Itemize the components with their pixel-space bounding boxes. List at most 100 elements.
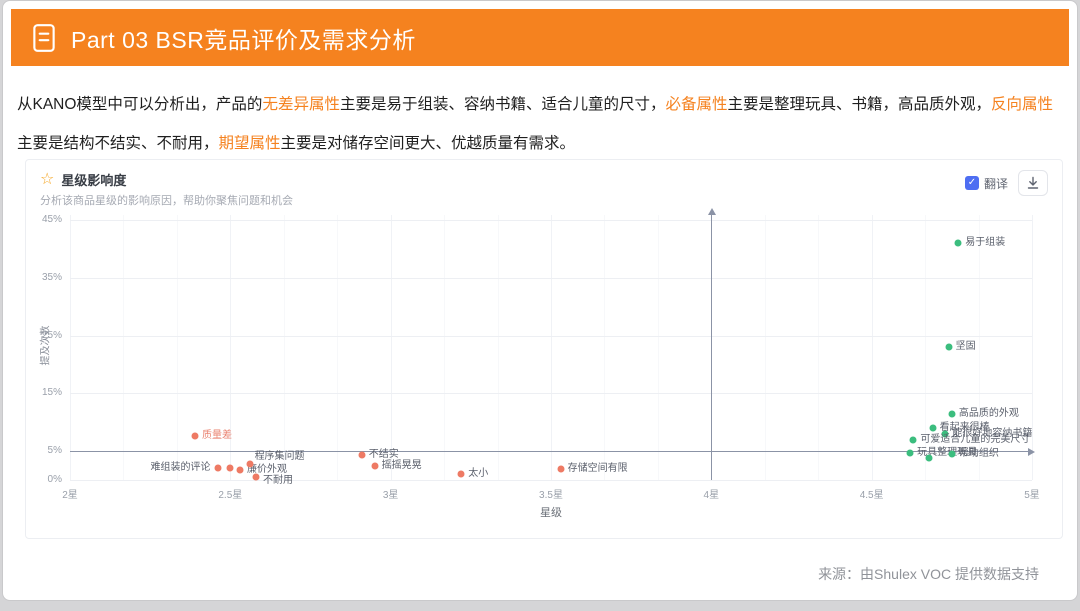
intro-highlight: 反向属性 <box>991 96 1054 113</box>
data-point[interactable] <box>929 424 937 432</box>
data-point[interactable] <box>358 451 366 459</box>
gridline-vertical <box>337 215 339 480</box>
data-point[interactable] <box>226 464 234 472</box>
page-title: Part 03 BSR竞品评价及需求分析 <box>71 26 416 53</box>
gridline-vertical <box>551 215 552 480</box>
chart-title: 星级影响度 <box>61 173 127 188</box>
intro-paragraph: 从KANO模型中可以分析出，产品的无差异属性主要是易于组装、容纳书籍、适合儿童的… <box>17 85 1065 163</box>
plot-area: 0% 5% 15% 25% 35% 45% 2星 2.5星 3星 3.5星 4星 4.5星 5星 易于组装… <box>42 208 1040 501</box>
gridline-vertical <box>764 215 766 480</box>
gridline-horizontal <box>70 335 1032 337</box>
data-point[interactable] <box>954 239 962 247</box>
data-point[interactable] <box>925 454 933 462</box>
data-point[interactable] <box>948 450 956 458</box>
data-point[interactable] <box>236 466 244 474</box>
data-point[interactable] <box>252 473 260 481</box>
header-bar: Part 03 BSR竞品评价及需求分析 <box>11 9 1069 66</box>
arrow-up-icon <box>707 208 716 215</box>
y-tick-label: 5% <box>47 445 62 457</box>
data-point[interactable] <box>246 460 254 468</box>
gridline-vertical <box>444 215 446 480</box>
gridline-horizontal <box>70 277 1032 279</box>
point-label: 看起来很棒 <box>939 421 990 433</box>
gridline-vertical <box>283 215 285 480</box>
gridline-vertical <box>70 215 71 480</box>
x-tick-label: 3星 <box>382 490 399 501</box>
quadrant-vertical-line <box>711 215 713 480</box>
data-point[interactable] <box>214 464 221 472</box>
x-axis-title: 星级 <box>540 507 562 519</box>
intro-highlight: 必备属性 <box>665 96 728 113</box>
gridline-horizontal <box>70 219 1032 221</box>
intro-highlight: 无差异属性 <box>262 96 340 113</box>
gridline-vertical <box>604 215 606 480</box>
x-tick-label: 3.5星 <box>539 490 563 501</box>
translate-checkbox[interactable]: ✓ 翻译 <box>964 175 1008 192</box>
chart-controls: ✓ 翻译 <box>964 170 1048 196</box>
chart-card: ☆ 星级影响度 分析该商品星级的影响原因，帮助你聚焦问题和机会 ✓ 翻译 提及次… <box>25 159 1063 539</box>
gridline-vertical <box>657 215 659 480</box>
x-tick-label: 2星 <box>62 490 78 501</box>
gridline-vertical <box>978 215 980 480</box>
point-label: 程序集问题 <box>254 450 305 462</box>
data-point[interactable] <box>945 343 953 351</box>
x-tick-label: 4星 <box>703 490 720 501</box>
y-tick-label: 45% <box>41 213 62 225</box>
data-point[interactable] <box>941 430 949 438</box>
quadrant-horizontal-line <box>70 451 1028 453</box>
x-tick-label: 2.5星 <box>218 490 243 501</box>
page: Part 03 BSR竞品评价及需求分析 从KANO模型中可以分析出，产品的无差… <box>2 0 1078 601</box>
y-tick-label: 15% <box>41 387 62 399</box>
gridline-horizontal <box>70 393 1032 395</box>
chart-title-row: ☆ 星级影响度 <box>40 170 126 189</box>
point-label: 高品质的外观 <box>958 407 1019 419</box>
point-label: 坚固 <box>955 341 976 353</box>
chart-subtitle: 分析该商品星级的影响原因，帮助你聚焦问题和机会 <box>40 195 293 207</box>
gridline-horizontal <box>70 480 1032 481</box>
point-label: 易于组装 <box>965 237 1006 249</box>
y-axis-title: 提及次数 <box>40 325 52 366</box>
point-label: 不耐用 <box>262 475 293 487</box>
intro-text: 主要是对储存空间更大、优越质量有需求。 <box>280 135 576 152</box>
gridline-vertical <box>1032 215 1033 480</box>
y-tick-label: 35% <box>41 271 62 283</box>
data-point[interactable] <box>909 436 917 444</box>
intro-text: 主要是整理玩具、书籍，高品质外观， <box>727 96 991 113</box>
data-point[interactable] <box>948 410 956 418</box>
gridline-vertical <box>230 215 232 480</box>
gridline-vertical <box>176 215 178 480</box>
data-point[interactable] <box>191 432 199 440</box>
gridline-vertical <box>818 215 820 480</box>
intro-highlight: 期望属性 <box>218 135 281 152</box>
point-label: 玩具整理玩具 <box>917 446 978 458</box>
download-icon <box>1027 176 1039 189</box>
document-icon <box>33 23 55 52</box>
point-label: 能很好地容纳书籍 <box>952 427 1033 439</box>
x-tick-label: 4.5星 <box>859 490 884 501</box>
point-label: 摇摇晃晃 <box>381 460 422 472</box>
data-point[interactable] <box>371 462 379 470</box>
point-label: 可爱适合儿童的完美尺寸 <box>920 433 1031 445</box>
checkbox-checked-icon[interactable]: ✓ <box>964 176 979 190</box>
gridline-vertical <box>390 215 392 480</box>
y-tick-label: 25% <box>41 329 62 341</box>
data-point[interactable] <box>906 449 914 457</box>
point-label: 不结实 <box>368 449 399 461</box>
point-label: 帮助组织 <box>958 447 999 459</box>
gridline-vertical <box>497 215 499 480</box>
gridline-vertical <box>871 215 873 480</box>
gridline-vertical <box>123 215 125 480</box>
download-button[interactable] <box>1018 170 1048 196</box>
point-label: 存储空间有限 <box>567 463 628 475</box>
point-label: 难组装的评论 <box>150 462 211 474</box>
point-label: 太小 <box>468 468 489 480</box>
intro-text: 主要是结构不结实、不耐用， <box>17 135 219 152</box>
data-point[interactable] <box>557 465 565 473</box>
star-icon: ☆ <box>40 170 55 188</box>
intro-text: 主要是易于组装、容纳书籍、适合儿童的尺寸， <box>339 96 666 113</box>
data-point[interactable] <box>457 470 465 478</box>
gridline-vertical <box>925 215 927 480</box>
source-text: 来源：由Shulex VOC 提供数据支持 <box>818 566 1039 582</box>
y-tick-label: 0% <box>47 474 62 485</box>
point-label: 廉价外观 <box>246 464 287 476</box>
